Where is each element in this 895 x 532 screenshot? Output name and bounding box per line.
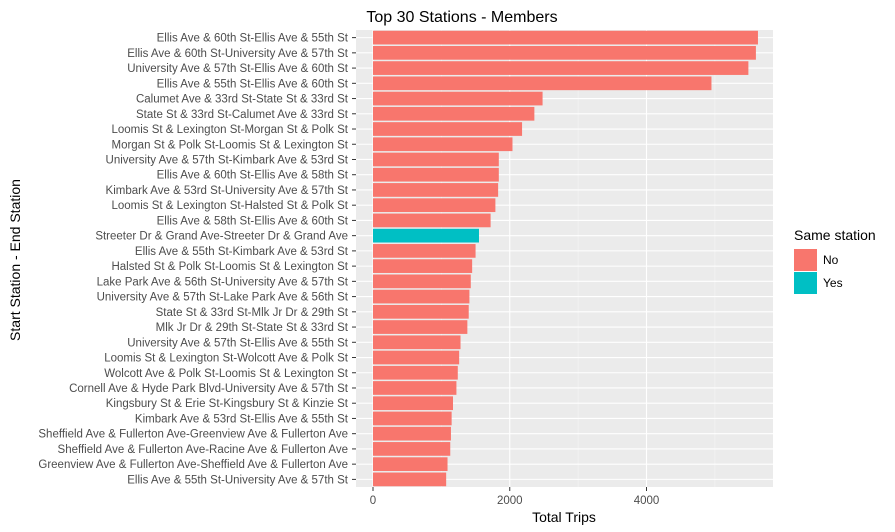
x-tick-labels: 0 2000 4000 (370, 487, 660, 507)
plot-panel (356, 30, 773, 487)
y-tick-label: University Ave & 57th St-Ellis Ave & 55t… (127, 337, 349, 349)
y-tick-label: Streeter Dr & Grand Ave-Streeter Dr & Gr… (95, 231, 348, 243)
bar (373, 167, 499, 182)
y-tick-label: University Ave & 57th St-Kimbark Ave & 5… (106, 154, 349, 166)
bar (373, 183, 499, 197)
legend-label: Yes (823, 276, 843, 290)
bar (373, 244, 476, 258)
legend-swatch (794, 272, 817, 294)
legend-title: Same station (794, 227, 876, 243)
y-tick-label: Mlk Jr Dr & 29th St-State St & 33rd St (156, 322, 349, 334)
bar (373, 350, 460, 365)
y-tick-label: Sheffield Ave & Fullerton Ave-Greenview … (38, 429, 348, 441)
legend-label: No (823, 253, 839, 267)
y-tick-label: Ellis Ave & 60th St-Ellis Ave & 55th St (157, 33, 349, 45)
y-tick-label: Morgan St & Polk St-Loomis St & Lexingto… (111, 139, 348, 151)
bar (373, 472, 447, 487)
bar (373, 411, 452, 426)
y-tick-label: Sheffield Ave & Fullerton Ave-Racine Ave… (58, 444, 348, 456)
bar (373, 457, 448, 472)
y-tick-label: Wolcott Ave & Polk St-Loomis St & Lexing… (104, 368, 349, 380)
y-axis-title: Start Station - End Station (7, 179, 23, 341)
y-tick-label: University Ave & 57th St-Ellis Ave & 60t… (127, 63, 349, 75)
chart-title: Top 30 Stations - Members (366, 9, 557, 26)
y-tick-label: Ellis Ave & 55th St-University Ave & 57t… (127, 474, 349, 486)
y-tick-label: Kimbark Ave & 53rd St-University Ave & 5… (106, 185, 349, 197)
bar (373, 106, 535, 121)
y-tick-label: Greenview Ave & Fullerton Ave-Sheffield … (38, 459, 348, 471)
legend: Same station No Yes (794, 227, 876, 294)
legend-swatch (794, 249, 817, 271)
y-tick-label: Ellis Ave & 55th St-Kimbark Ave & 53rd S… (135, 246, 349, 258)
bar (373, 320, 468, 334)
bar (373, 122, 523, 136)
bar (373, 76, 712, 91)
bar (373, 365, 458, 380)
y-tick-label: Loomis St & Lexington St-Wolcott Ave & P… (104, 353, 349, 365)
bar (373, 45, 756, 60)
bar (373, 259, 473, 273)
y-tick-labels: Ellis Ave & 60th St-Ellis Ave & 55th St E… (38, 33, 356, 486)
y-tick-label: Cornell Ave & Hyde Park Blvd-University … (69, 383, 349, 395)
bars (373, 30, 758, 487)
bar (373, 152, 499, 167)
y-tick-label: University Ave & 57th St-Lake Park Ave &… (97, 292, 349, 304)
bar (373, 426, 451, 441)
bar (373, 289, 470, 304)
bar (373, 335, 461, 350)
x-axis-title: Total Trips (532, 509, 596, 525)
y-tick-label: Kingsbury St & Erie St-Kingsbury St & Ki… (106, 398, 349, 410)
y-tick-label: Lake Park Ave & 56th St-University Ave &… (97, 276, 349, 288)
bar (373, 274, 471, 289)
bar (373, 61, 749, 75)
bar (373, 30, 758, 45)
bar (373, 381, 457, 395)
bar (373, 213, 491, 228)
y-tick-label: Kimbark Ave & 53rd St-Ellis Ave & 55th S… (135, 413, 349, 425)
y-tick-label: Ellis Ave & 60th St-University Ave & 57t… (127, 48, 349, 60)
y-tick-label: State St & 33rd St-Mlk Jr Dr & 29th St (156, 307, 349, 319)
x-tick-label: 2000 (497, 495, 523, 507)
y-tick-label: Ellis Ave & 55th St-Ellis Ave & 60th St (157, 78, 349, 90)
bar (373, 198, 496, 213)
y-tick-label: Loomis St & Lexington St-Morgan St & Pol… (111, 124, 348, 136)
bar (373, 228, 479, 243)
x-tick-label: 0 (370, 495, 376, 507)
bar (373, 304, 469, 319)
y-tick-label: Ellis Ave & 58th St-Ellis Ave & 60th St (157, 215, 349, 227)
y-tick-label: Loomis St & Lexington St-Halsted St & Po… (111, 200, 348, 212)
bar (373, 442, 451, 456)
y-tick-label: Calumet Ave & 33rd St-State St & 33rd St (136, 94, 349, 106)
bar (373, 396, 453, 411)
y-tick-label: Ellis Ave & 60th St-Ellis Ave & 58th St (157, 170, 349, 182)
bar (373, 91, 543, 106)
y-tick-label: State St & 33rd St-Calumet Ave & 33rd St (136, 109, 349, 121)
bar (373, 137, 513, 152)
y-tick-label: Halsted St & Polk St-Loomis St & Lexingt… (111, 261, 348, 273)
x-tick-label: 4000 (634, 495, 660, 507)
